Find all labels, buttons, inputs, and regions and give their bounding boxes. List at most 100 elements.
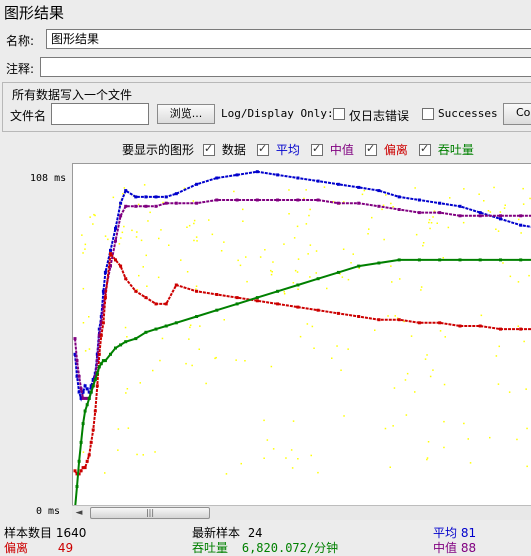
series-point (478, 258, 482, 262)
data-point (81, 234, 83, 236)
series-point (101, 359, 105, 363)
data-point (342, 248, 345, 250)
data-point (208, 219, 210, 221)
legend-throughput-toggle[interactable]: 吞吐量 (419, 141, 474, 157)
series-point (499, 327, 502, 331)
file-name-input[interactable] (51, 103, 149, 125)
comment-field[interactable] (40, 57, 531, 77)
successes-checkbox[interactable] (422, 106, 434, 120)
data-point (160, 229, 162, 231)
data-point (92, 223, 94, 225)
series-point (79, 396, 83, 400)
series-point (215, 198, 219, 202)
data-point (432, 216, 434, 218)
data-point (195, 285, 198, 287)
series-point (81, 390, 85, 394)
data-point (424, 358, 427, 360)
data-point (363, 189, 366, 192)
data-point (136, 453, 138, 456)
series-point (99, 321, 103, 325)
data-point (367, 233, 369, 235)
series-point (81, 396, 85, 400)
series-point (215, 176, 219, 180)
errors-only-checkbox[interactable] (333, 106, 345, 120)
name-field[interactable]: 图形结果 (46, 29, 531, 49)
series-point (255, 299, 259, 303)
data-point (196, 240, 198, 242)
name-label: 名称: (6, 34, 35, 48)
legend-data-label: 数据 (221, 143, 246, 157)
series-point (336, 311, 340, 315)
data-point (436, 222, 438, 224)
median-label: 中值 (433, 541, 458, 555)
data-point (341, 276, 344, 278)
series-point (235, 296, 239, 300)
data-point (107, 238, 109, 241)
data-point (420, 289, 422, 291)
latest-sample-stat: 最新样本 24 (192, 524, 262, 541)
series-point (276, 289, 280, 293)
series-point (103, 270, 107, 274)
series-point (114, 346, 117, 350)
series-point (144, 296, 148, 300)
data-point (145, 254, 147, 257)
data-point (497, 383, 500, 385)
series-point (417, 321, 421, 325)
legend-data-toggle[interactable]: 数据 (203, 141, 246, 157)
series-point (164, 201, 168, 205)
data-point (396, 317, 399, 319)
data-point (385, 194, 387, 196)
data-point (244, 360, 246, 362)
data-point (180, 259, 182, 261)
series-point (75, 359, 79, 363)
data-point (426, 354, 428, 356)
series-point (114, 258, 117, 262)
arrow-left-icon[interactable]: ◄ (75, 508, 83, 518)
scrollbar-thumb[interactable]: ||| (90, 507, 210, 519)
data-point (449, 197, 451, 199)
data-point (443, 446, 445, 449)
errors-only-label: 仅日志错误 (349, 109, 410, 123)
legend-average-toggle[interactable]: 平均 (257, 141, 300, 157)
series-point (377, 189, 381, 193)
series-point (235, 198, 239, 202)
data-point (443, 383, 446, 386)
data-point (517, 325, 519, 327)
data-point (192, 200, 195, 202)
series-point (73, 469, 77, 473)
data-point (526, 465, 528, 468)
horizontal-scrollbar[interactable]: ◄ ||| (72, 505, 531, 520)
series-point (91, 378, 95, 381)
configure-button[interactable]: Configure (503, 103, 531, 125)
series-point (397, 318, 401, 322)
data-point (306, 323, 309, 325)
data-point (444, 336, 446, 338)
series-point (195, 182, 199, 186)
data-point (123, 187, 126, 189)
data-point (135, 236, 138, 238)
series-point (85, 387, 89, 391)
data-point (235, 359, 237, 361)
series-line-1 (74, 199, 531, 400)
series-point (99, 333, 103, 337)
legend-median-toggle[interactable]: 中值 (311, 141, 354, 157)
data-point (240, 462, 242, 465)
data-point (523, 340, 525, 343)
series-point (478, 324, 482, 328)
series-point (478, 211, 482, 215)
data-point (516, 438, 518, 441)
series-point (154, 195, 158, 199)
series-point (79, 387, 83, 391)
browse-button[interactable]: 浏览... (157, 104, 215, 124)
series-point (357, 315, 361, 318)
series-point (316, 277, 320, 281)
legend-average-label: 平均 (275, 143, 300, 157)
data-point (381, 208, 383, 211)
data-point (526, 427, 528, 430)
data-point (522, 187, 524, 190)
data-point (428, 219, 431, 221)
series-point (85, 459, 89, 463)
legend-deviation-toggle[interactable]: 偏离 (365, 141, 408, 157)
data-point (142, 266, 144, 268)
grip-icon: ||| (145, 508, 155, 517)
